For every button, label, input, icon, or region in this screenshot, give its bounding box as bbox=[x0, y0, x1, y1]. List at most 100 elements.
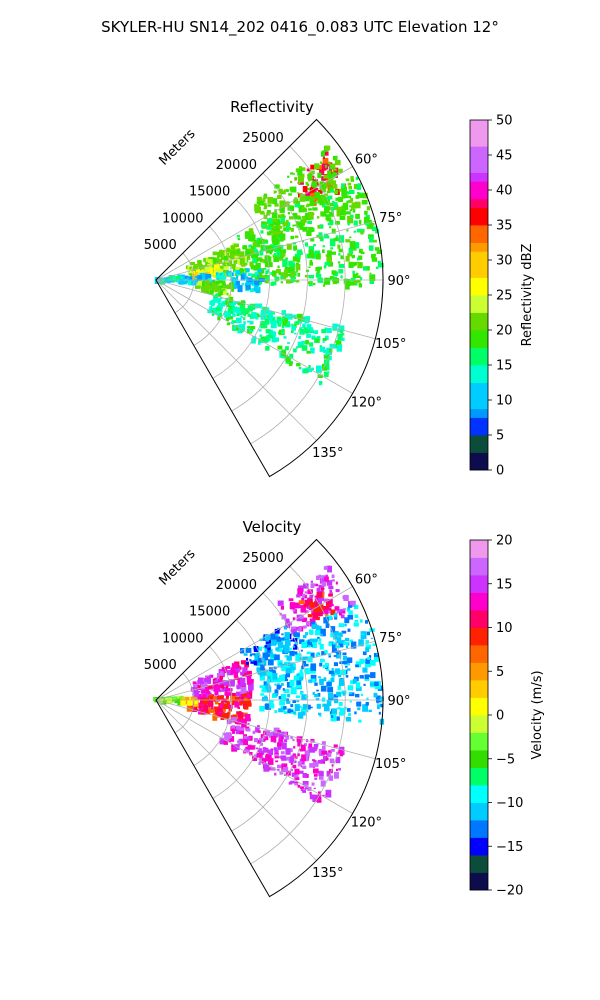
echo-cell bbox=[304, 274, 309, 278]
echo-cell bbox=[287, 212, 291, 215]
echo-cell bbox=[262, 212, 265, 215]
echo-cell bbox=[310, 583, 315, 588]
echo-cell bbox=[201, 265, 206, 269]
echo-cell bbox=[313, 746, 318, 750]
echo-cell bbox=[202, 694, 208, 699]
echo-cell bbox=[254, 205, 260, 211]
echo-cell bbox=[355, 272, 359, 276]
echo-cell bbox=[338, 632, 343, 637]
echo-cell bbox=[329, 171, 334, 175]
echo-cell bbox=[192, 681, 197, 684]
echo-cell bbox=[229, 249, 233, 252]
echo-cell bbox=[221, 303, 226, 307]
echo-cell bbox=[237, 706, 240, 709]
echo-cell bbox=[318, 712, 322, 716]
echo-cell bbox=[235, 317, 242, 324]
echo-cell bbox=[236, 691, 242, 697]
echo-cell bbox=[256, 303, 263, 308]
echo-cell bbox=[333, 642, 337, 645]
echo-cell bbox=[279, 206, 285, 213]
echo-cell bbox=[337, 244, 341, 249]
echo-cell bbox=[316, 599, 322, 607]
echo-cell bbox=[334, 668, 341, 675]
echo-cell bbox=[369, 655, 372, 658]
echo-cell bbox=[256, 313, 260, 317]
echo-cell bbox=[347, 182, 352, 186]
echo-cell bbox=[318, 638, 322, 642]
echo-cell bbox=[313, 244, 316, 247]
echo-cell bbox=[318, 165, 324, 170]
echo-cell bbox=[371, 223, 375, 226]
echo-cell bbox=[235, 696, 240, 700]
echo-cell bbox=[246, 657, 249, 661]
echo-cell bbox=[371, 254, 376, 259]
echo-cell bbox=[268, 749, 274, 755]
echo-cell bbox=[344, 283, 350, 290]
echo-cell bbox=[265, 275, 270, 282]
echo-cell bbox=[270, 222, 276, 226]
colorbar-segment bbox=[470, 382, 488, 392]
echo-cell bbox=[250, 288, 254, 293]
echo-cell bbox=[266, 315, 270, 318]
echo-cell bbox=[342, 595, 346, 600]
echo-cell bbox=[299, 705, 302, 708]
echo-cell bbox=[249, 320, 254, 325]
echo-cell bbox=[255, 287, 261, 294]
echo-cell bbox=[290, 271, 296, 278]
echo-cell bbox=[338, 675, 342, 678]
colorbar-segment bbox=[470, 408, 488, 418]
echo-cell bbox=[337, 261, 341, 264]
echo-cell bbox=[304, 783, 308, 787]
echo-cell bbox=[233, 260, 238, 264]
echo-cell bbox=[267, 675, 274, 683]
echo-cell bbox=[242, 698, 248, 704]
echo-cell bbox=[274, 184, 280, 189]
echo-cell bbox=[345, 178, 350, 182]
echo-cell bbox=[248, 689, 253, 694]
echo-cell bbox=[330, 749, 335, 752]
echo-cell bbox=[363, 683, 366, 686]
echo-cell bbox=[258, 341, 261, 345]
colorbar-segment bbox=[470, 583, 488, 593]
colorbar-segment bbox=[470, 820, 488, 830]
echo-cell bbox=[301, 665, 305, 670]
echo-cell bbox=[205, 273, 212, 281]
echo-cell bbox=[279, 330, 284, 334]
echo-cell bbox=[257, 752, 263, 758]
echo-cell bbox=[276, 229, 280, 232]
echo-cell bbox=[293, 245, 298, 251]
echo-cell bbox=[224, 692, 231, 696]
echo-cell bbox=[207, 677, 211, 683]
echo-cell bbox=[334, 606, 340, 611]
echo-cell bbox=[261, 688, 267, 693]
echo-cell bbox=[294, 602, 300, 609]
colorbar-segment bbox=[470, 365, 488, 375]
echo-cell bbox=[284, 632, 290, 640]
echo-cell bbox=[335, 159, 341, 166]
echo-cell bbox=[359, 221, 362, 225]
echo-cell bbox=[290, 704, 294, 708]
echo-cell bbox=[310, 663, 317, 671]
echo-cell bbox=[338, 702, 343, 706]
echo-cell bbox=[308, 227, 314, 232]
echo-cell bbox=[204, 287, 209, 290]
echo-cell bbox=[294, 632, 300, 637]
echo-cell bbox=[192, 683, 196, 686]
echo-cell bbox=[340, 209, 346, 216]
echo-cell bbox=[284, 678, 288, 682]
echo-cell bbox=[257, 269, 263, 273]
echo-cell bbox=[297, 216, 302, 220]
echo-cell bbox=[197, 696, 201, 699]
echo-cell bbox=[275, 760, 279, 763]
echo-cell bbox=[277, 682, 280, 685]
echo-cell bbox=[235, 327, 239, 330]
echo-cell bbox=[293, 760, 297, 763]
echo-cell bbox=[323, 566, 328, 570]
echo-cell bbox=[357, 275, 361, 278]
echo-cell bbox=[289, 216, 294, 220]
echo-cell bbox=[349, 640, 352, 643]
echo-cell bbox=[327, 692, 334, 699]
echo-cell bbox=[288, 598, 294, 602]
colorbar-segment bbox=[470, 295, 488, 305]
echo-cell bbox=[329, 589, 332, 593]
